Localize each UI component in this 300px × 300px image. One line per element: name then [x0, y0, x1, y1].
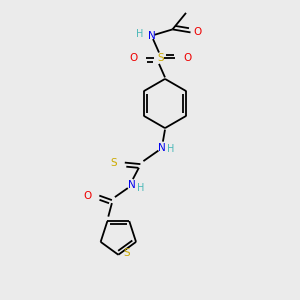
Text: H: H: [167, 144, 175, 154]
Text: O: O: [194, 27, 202, 38]
Text: O: O: [183, 53, 191, 64]
Text: S: S: [157, 53, 164, 64]
Text: S: S: [123, 248, 130, 258]
Text: O: O: [130, 53, 138, 64]
Text: O: O: [83, 190, 92, 201]
Text: H: H: [137, 183, 144, 193]
Text: S: S: [110, 158, 117, 168]
Text: N: N: [148, 31, 155, 41]
Text: N: N: [128, 180, 135, 190]
Text: H: H: [136, 29, 143, 40]
Text: N: N: [158, 142, 165, 153]
